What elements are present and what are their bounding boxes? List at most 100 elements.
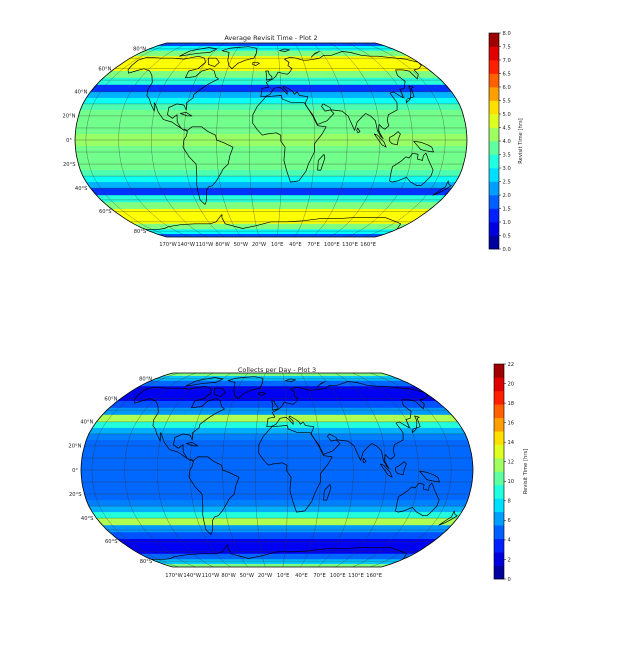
band-1 [75,46,467,52]
australia-coastline [389,152,434,187]
cuba-coastline [186,441,199,447]
coastlines [133,376,458,560]
south-america-coastline [188,456,240,535]
lon-label: 130°E [348,573,364,579]
band-17 [75,195,467,203]
lon-label: 20°W [258,573,272,579]
colorbar-segment [494,538,504,553]
baffin-island-coastline [213,387,226,397]
plot-title: Average Revisit Time - Plot 2 [224,34,317,42]
new-zealand-coastline [432,180,452,196]
colorbar-tick-label: 4.0 [503,139,511,145]
colorbar-segment [494,525,504,539]
band-20 [81,563,473,567]
colorbar-segment [489,154,499,169]
band-12 [81,506,473,513]
colorbar-segment [489,114,499,128]
canadian-arctic-coastline [185,377,224,387]
meridian-line [157,373,214,567]
band-18 [81,553,473,560]
collect-bands [81,373,473,567]
band-18 [75,202,467,210]
colorbar-segments [494,364,504,580]
south-america-coastline [182,126,234,205]
lon-label: 100°E [330,573,346,579]
colorbar-segment [489,195,499,209]
australia-coastline [395,482,440,517]
band-8 [75,97,467,105]
meridian-line [151,43,208,237]
lat-label: 40°N [80,420,93,426]
colorbar-segment [494,565,504,580]
colorbar-tick-label: 3.5 [503,152,511,158]
band-7 [75,91,467,99]
colorbar-segment [494,404,504,419]
lon-label: 70°E [307,242,319,248]
meridian-line [118,43,190,237]
colorbar-segment [489,33,499,47]
colorbar-ticks: 0.0 0.5 1.0 1.5 2.0 2.5 3.0 3.5 4.0 4.5 5.0 5.5 6.0 6… [499,31,511,253]
band-9 [75,103,467,111]
band-6 [81,414,473,423]
canadian-arctic-coastline [179,47,218,57]
colorbar-tick-label: 2.5 [503,179,511,185]
colorbar-tick-label: 16 [508,420,515,426]
lon-label: 80°W [221,573,235,579]
new-guinea-coastline [419,470,440,483]
africa-coastline [258,425,333,513]
lat-label: 20°N [62,114,75,120]
band-12 [75,146,467,171]
svalbard-coastline [279,48,290,52]
meridian-line [85,43,173,237]
sumatra-coastline [379,463,393,478]
colorbar-tick-label: 20 [508,381,515,387]
colorbar-segment [489,100,499,115]
colorbar-tick-label: 1.5 [503,206,511,212]
band-2 [81,380,473,387]
meridian-line [311,43,348,237]
band-15 [81,525,473,533]
lat-label: 60°N [98,67,111,73]
lat-label: 80°N [133,47,146,53]
band-10 [81,439,473,501]
svalbard-coastline [285,378,296,382]
lon-label: 160°E [360,242,376,248]
borneo-coastline [389,131,401,146]
colorbar-segment [494,417,504,432]
meridian-line [300,373,321,567]
iceland-coastline [258,391,266,396]
colorbar-tick-label: 7.5 [503,44,511,50]
lon-label: 50°W [234,242,248,248]
band-19 [75,209,467,225]
lon-label: 50°W [240,573,254,579]
colorbar-segment [494,377,504,392]
band-13 [75,170,467,177]
band-14 [81,518,473,526]
longitude-labels: 170°W 140°W 110°W 80°W 50°W 20°W 10°E 40°E 70°E 1… [165,573,382,579]
band-14 [75,176,467,183]
meridian-line [91,373,179,567]
band-16 [75,188,467,196]
lat-label: 0° [66,138,72,144]
band-20 [75,223,467,230]
british-isles-coastline [265,70,273,81]
colorbar-tick-label: 1.0 [503,220,511,226]
meridian-line [124,373,196,567]
band-4 [81,400,473,409]
colorbar-segment [489,222,499,236]
colorbar-tick-label: 3.0 [503,166,511,172]
meridian-line [328,43,381,237]
band-7 [81,421,473,429]
lat-label: 80°S [134,229,147,235]
british-isles-coastline [271,400,279,411]
band-3 [81,386,473,402]
lon-label: 170°W [159,242,177,248]
madagascar-coastline [317,154,326,171]
latitude-labels: 80°N 60°N 40°N 20°N 0° 20°S 40°S 60°S 80°S [62,47,146,235]
lat-label: 60°N [104,397,117,403]
africa-coastline [252,95,327,183]
band-0 [75,43,467,47]
colorbar-segment [494,431,504,445]
band-21 [75,229,467,235]
